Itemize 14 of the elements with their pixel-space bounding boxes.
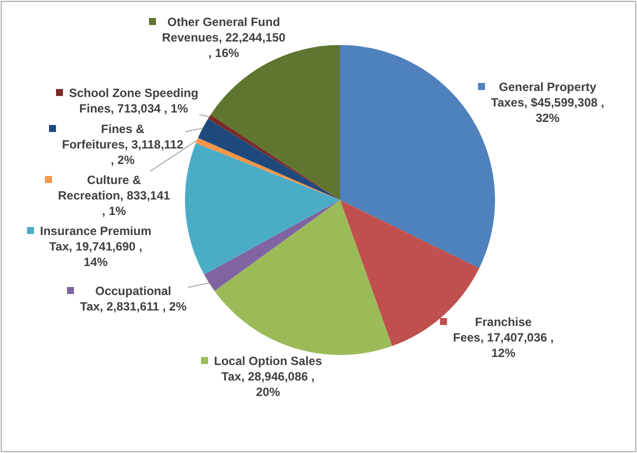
legend-label: Occupational Tax, 2,831,611 , 2% [80,284,187,314]
slice-label: Culture & Recreation, 833,141 , 1% [58,173,170,218]
legend-label: School Zone Speeding Fines, 713,034 , 1% [69,86,198,116]
pie-slice [204,200,340,291]
pie-slice [185,143,340,275]
slice-label: Fines & Forfeitures, 3,118,112 , 2% [62,122,184,168]
legend-label: Local Option Sales Tax, 28,946,086 , 20% [214,354,322,400]
legend-label: Franchise Fees, 17,407,036 , 12% [453,315,554,360]
pie-slice [196,138,340,200]
legend-label: Other General Fund Revenues, 22,244,150 , 16% [162,15,286,60]
pie-slice [214,200,392,355]
legend-label: General Property Taxes, $45,599,308 , 32% [491,80,604,126]
pie-slice [210,45,340,200]
legend-label: Insurance Premium Tax, 19,741,690 , 14% [40,224,152,270]
